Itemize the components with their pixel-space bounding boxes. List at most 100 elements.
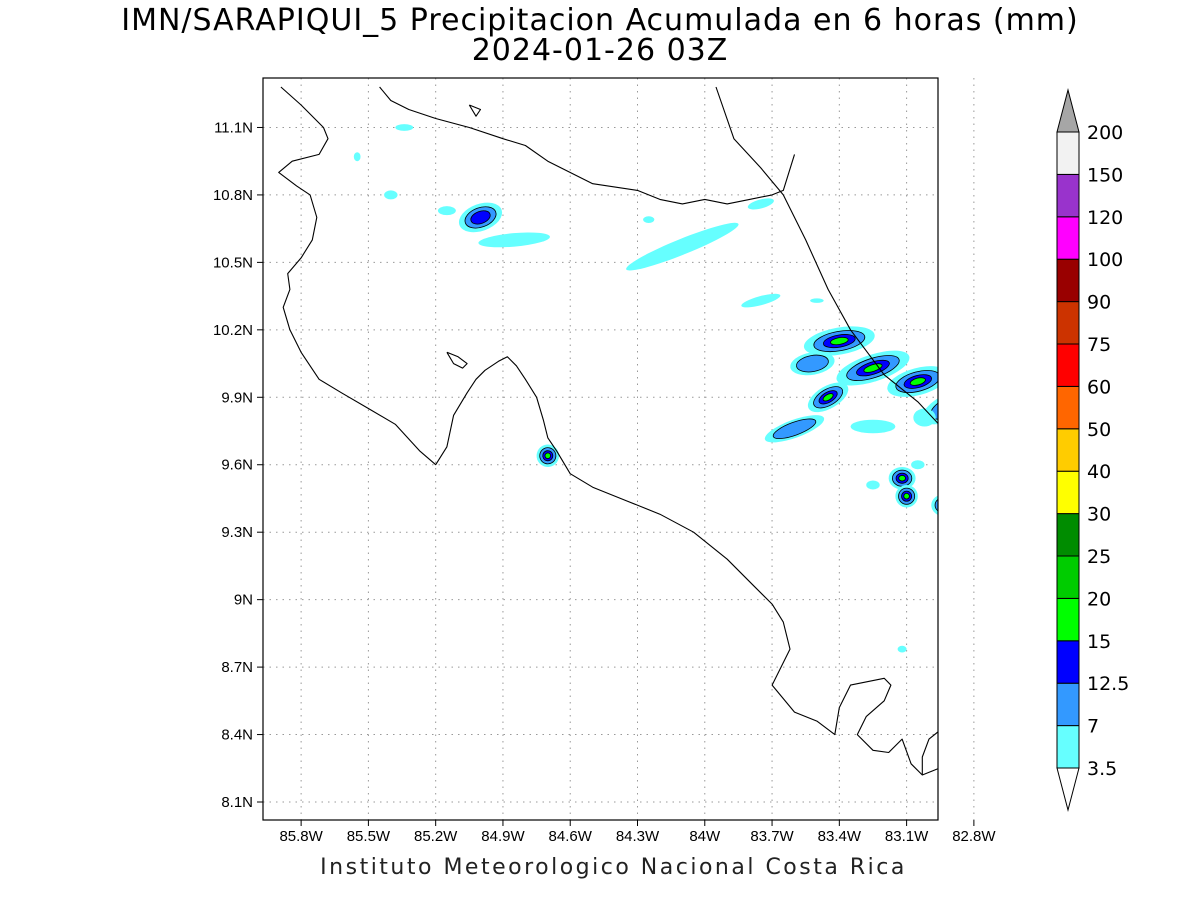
colorbar-segment bbox=[1056, 131, 1080, 175]
y-tick-label: 8.7N bbox=[221, 659, 253, 676]
rain-contour-level-2 bbox=[796, 354, 829, 373]
rain-contour-level-1 bbox=[395, 124, 414, 131]
coastline bbox=[945, 465, 1028, 584]
x-tick-label: 84.6W bbox=[549, 828, 593, 845]
colorbar-segment bbox=[1056, 682, 1080, 727]
rain-contour-level-1 bbox=[1021, 588, 1034, 624]
colorbar-label: 12.5 bbox=[1087, 673, 1129, 695]
rain-contour-level-2 bbox=[1023, 593, 1033, 619]
rain-contour-level-1 bbox=[951, 501, 969, 519]
x-tick-label: 84.9W bbox=[481, 828, 525, 845]
colorbar-label: 100 bbox=[1087, 249, 1123, 271]
rain-contour-level-1 bbox=[850, 419, 896, 434]
rain-contour-level-1 bbox=[353, 152, 361, 162]
colorbar-label: 150 bbox=[1087, 164, 1123, 186]
colorbar-segment bbox=[1056, 258, 1080, 303]
colorbar-segment bbox=[1056, 343, 1080, 387]
colorbar-label: 50 bbox=[1087, 419, 1111, 441]
precipitation-field bbox=[353, 124, 1034, 653]
colorbar-segment bbox=[1056, 640, 1080, 684]
colorbar-segment bbox=[1056, 597, 1080, 642]
colorbar-segment bbox=[1056, 555, 1080, 599]
colorbar-segment bbox=[1056, 470, 1080, 515]
colorbar-label: 25 bbox=[1087, 546, 1111, 568]
y-tick-label: 9.9N bbox=[221, 389, 253, 406]
rain-contour-level-4 bbox=[544, 452, 552, 459]
coastline bbox=[715, 86, 938, 425]
x-tick-label: 83.7W bbox=[750, 828, 794, 845]
rain-contour-level-1 bbox=[643, 216, 655, 224]
y-tick-label: 10.2N bbox=[213, 322, 253, 339]
x-tick-label: 85.8W bbox=[279, 828, 323, 845]
rain-contour-level-2 bbox=[934, 498, 938, 512]
y-tick-label: 8.4N bbox=[221, 727, 253, 744]
rain-contour-level-3 bbox=[1003, 547, 1011, 557]
rain-contour-level-1 bbox=[931, 495, 938, 515]
x-tick-label: 83.4W bbox=[818, 828, 862, 845]
rain-contour-level-2 bbox=[1018, 567, 1028, 586]
rain-contour-level-1 bbox=[1016, 564, 1029, 591]
colorbar-label: 60 bbox=[1087, 376, 1111, 398]
longitude-axis: 85.8W 85.5W 85.2W 84.9W 84.6W 84.3W 84W 83.7W 83… bbox=[279, 820, 996, 845]
y-tick-label: 9N bbox=[234, 592, 253, 609]
x-tick-label: 83.1W bbox=[885, 828, 929, 845]
y-tick-label: 9.6N bbox=[221, 457, 253, 474]
latitude-axis: 11.1N 10.8N 10.5N 10.2N 9.9N 9.6N 9.3N 9N 8.7N 8.… bbox=[213, 119, 263, 811]
x-tick-label: 85.5W bbox=[347, 828, 391, 845]
colorbar-label: 40 bbox=[1087, 461, 1111, 483]
rain-contour-level-2 bbox=[772, 418, 817, 440]
rain-contour-level-1 bbox=[978, 519, 1000, 541]
rain-contour-level-3 bbox=[470, 210, 491, 225]
y-tick-label: 10.5N bbox=[213, 254, 253, 271]
coastline bbox=[921, 731, 938, 775]
y-tick-label: 9.3N bbox=[221, 524, 253, 541]
colorbar-label: 3.5 bbox=[1087, 758, 1117, 780]
x-tick-label: 84.3W bbox=[616, 828, 660, 845]
rain-contour-level-4 bbox=[941, 502, 948, 508]
rain-contour-level-1 bbox=[810, 298, 824, 303]
colorbar-label: 75 bbox=[1087, 334, 1111, 356]
rain-contour-level-4 bbox=[898, 475, 906, 482]
rain-contour-level-3 bbox=[939, 500, 951, 510]
coastline bbox=[446, 351, 468, 369]
colorbar-label: 15 bbox=[1087, 631, 1111, 653]
rain-contour-level-3 bbox=[956, 506, 964, 514]
colorbar-label: 7 bbox=[1087, 716, 1099, 738]
colorbar-segment bbox=[1056, 428, 1080, 472]
rain-contour-level-1 bbox=[741, 293, 781, 308]
y-tick-label: 8.1N bbox=[221, 794, 253, 811]
x-tick-label: 82.8W bbox=[952, 828, 996, 845]
rain-contour-level-1 bbox=[983, 410, 1010, 426]
map-title: IMN/SARAPIQUI_5 Precipitacion Acumulada … bbox=[121, 3, 1079, 38]
rain-contour-level-4 bbox=[822, 393, 834, 402]
coastline bbox=[278, 86, 938, 776]
y-tick-label: 11.1N bbox=[214, 119, 253, 136]
colorbar: 3.5 7 12.5 15 20 25 30 40 50 60 75 90 100 120 150 200 bbox=[1056, 88, 1129, 812]
rain-contour-level-4 bbox=[943, 400, 960, 413]
colorbar-label: 120 bbox=[1087, 207, 1123, 229]
colorbar-segment bbox=[1056, 385, 1080, 430]
coastlines bbox=[278, 86, 1028, 796]
colorbar-segment bbox=[1056, 301, 1080, 345]
colorbar-under-triangle bbox=[1056, 767, 1080, 812]
footer-credit: Instituto Meteorologico Nacional Costa R… bbox=[320, 855, 907, 880]
rain-contour-level-4 bbox=[903, 493, 910, 500]
map-frame bbox=[262, 77, 939, 821]
coastline bbox=[379, 86, 796, 205]
rain-contour-level-1 bbox=[913, 408, 936, 427]
colorbar-segment bbox=[1056, 216, 1080, 260]
rain-contour-level-4 bbox=[987, 527, 993, 533]
colorbar-label: 20 bbox=[1087, 588, 1111, 610]
coastline bbox=[956, 780, 1028, 796]
rain-contour-level-1 bbox=[626, 222, 739, 271]
rain-contour-level-4 bbox=[830, 337, 849, 346]
rain-contour-level-1 bbox=[747, 198, 774, 210]
rain-contour-level-2 bbox=[1001, 544, 1014, 560]
rain-contour-level-1 bbox=[911, 460, 925, 470]
x-tick-label: 84W bbox=[689, 828, 721, 845]
x-tick-label: 85.2W bbox=[414, 828, 458, 845]
rain-contour-level-4 bbox=[909, 377, 926, 386]
rain-contour-level-1 bbox=[866, 480, 880, 490]
rain-contour-level-1 bbox=[999, 541, 1017, 563]
